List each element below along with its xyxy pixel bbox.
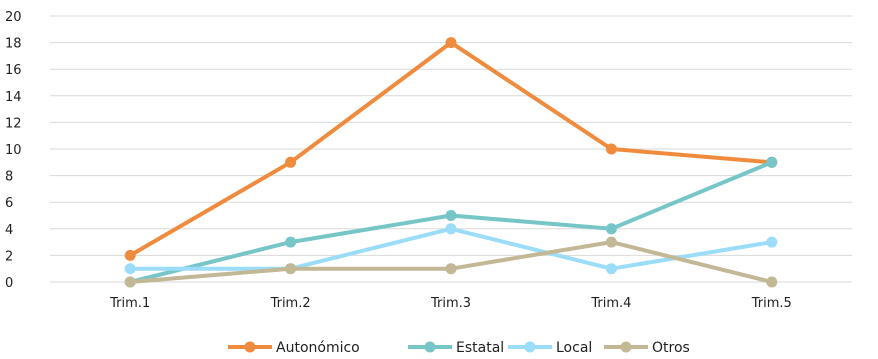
y-tick-label: 14 xyxy=(5,90,22,105)
legend-label-local: Local xyxy=(556,340,592,356)
x-tick-label: Trim.1 xyxy=(109,296,150,311)
data-point-local xyxy=(124,263,136,275)
x-tick-label: Trim.2 xyxy=(270,296,311,311)
data-point-local xyxy=(766,236,778,248)
data-point-otros xyxy=(605,236,617,248)
data-point-estatal xyxy=(605,223,617,235)
data-point-local xyxy=(445,223,457,235)
data-point-local xyxy=(605,263,617,275)
legend-label-otros: Otros xyxy=(652,340,690,356)
y-axis-ticks: 0 2 4 6 8 10 12 14 16 18 20 xyxy=(5,10,22,291)
y-tick-label: 16 xyxy=(5,63,22,78)
y-tick-label: 0 xyxy=(5,276,13,291)
series-line-otros xyxy=(128,240,774,284)
data-point-otros xyxy=(124,276,136,288)
y-tick-label: 2 xyxy=(5,249,13,264)
data-point-otros xyxy=(766,276,778,288)
legend-marker-autonomico xyxy=(244,341,256,353)
y-tick-label: 8 xyxy=(5,170,13,185)
data-point-autonomico xyxy=(445,37,457,49)
data-point-estatal xyxy=(766,156,778,168)
series-line-local xyxy=(128,226,774,271)
data-point-estatal xyxy=(285,236,297,248)
legend-marker-local xyxy=(524,341,536,353)
gridlines xyxy=(50,15,852,283)
x-tick-label: Trim.4 xyxy=(590,296,631,311)
data-point-autonomico xyxy=(124,249,136,261)
data-point-autonomico xyxy=(605,143,617,155)
legend-label-autonomico: Autonómico xyxy=(276,340,360,356)
y-tick-label: 12 xyxy=(5,116,22,131)
legend-label-estatal: Estatal xyxy=(456,340,504,356)
data-point-autonomico xyxy=(285,156,297,168)
y-tick-label: 6 xyxy=(5,196,13,211)
data-point-otros xyxy=(445,263,457,275)
x-axis-ticks: Trim.1 Trim.2 Trim.3 Trim.4 Trim.5 xyxy=(109,296,792,311)
legend-marker-estatal xyxy=(424,341,436,353)
y-tick-label: 4 xyxy=(5,223,13,238)
legend: Autonómico Estatal Local Otros xyxy=(228,340,690,356)
data-point-estatal xyxy=(445,210,457,221)
legend-marker-otros xyxy=(620,341,632,353)
x-tick-label: Trim.5 xyxy=(751,296,792,311)
x-tick-label: Trim.3 xyxy=(430,296,471,311)
y-tick-label: 20 xyxy=(5,10,22,25)
data-point-otros xyxy=(285,263,297,275)
y-tick-label: 10 xyxy=(5,143,22,158)
y-tick-label: 18 xyxy=(5,37,22,52)
series-lines xyxy=(124,37,778,288)
